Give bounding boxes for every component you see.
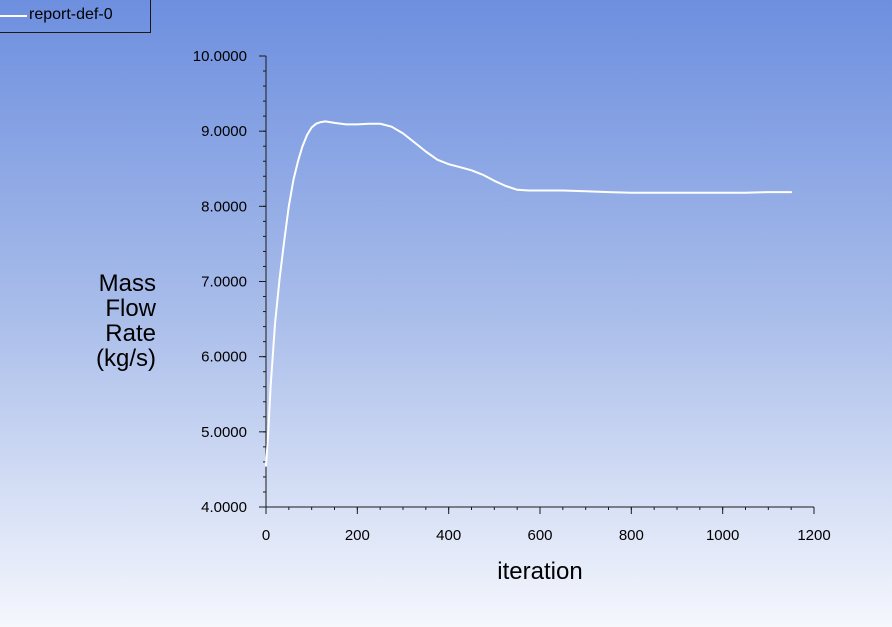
y-tick-label: 5.0000 — [201, 424, 247, 441]
y-tick-label: 9.0000 — [201, 123, 247, 140]
x-tick-label: 1000 — [706, 527, 739, 544]
legend-label: report-def-0 — [29, 6, 113, 23]
x-tick-label: 0 — [262, 527, 270, 544]
y-tick-label: 8.0000 — [201, 198, 247, 215]
y-axis-title-line: Mass — [99, 270, 156, 297]
y-axis-title-line: (kg/s) — [96, 345, 156, 372]
x-axis-ticks: 0 200 400 600 800 1000 1200 — [262, 507, 831, 544]
y-axis-title-line: Flow — [105, 295, 156, 322]
x-tick-label: 200 — [345, 527, 370, 544]
y-tick-label: 4.0000 — [201, 499, 247, 516]
x-tick-label: 800 — [619, 527, 644, 544]
y-tick-label: 6.0000 — [201, 349, 247, 366]
legend: report-def-0 — [0, 0, 151, 33]
y-tick-label: 10.0000 — [193, 48, 247, 65]
series-layer — [265, 120, 793, 467]
y-axis-title-line: Rate — [105, 320, 156, 347]
series-line-report-def-0 — [265, 120, 793, 467]
x-tick-label: 600 — [527, 527, 552, 544]
x-axis-title: iteration — [497, 558, 582, 585]
y-tick-label: 7.0000 — [201, 274, 247, 291]
x-tick-label: 400 — [436, 527, 461, 544]
x-tick-label: 1200 — [797, 527, 830, 544]
y-axis-ticks: 4.0000 5.0000 6.0000 7.0000 8.0000 9.0000 10.0… — [193, 48, 266, 516]
legend-line-swatch — [0, 15, 27, 17]
